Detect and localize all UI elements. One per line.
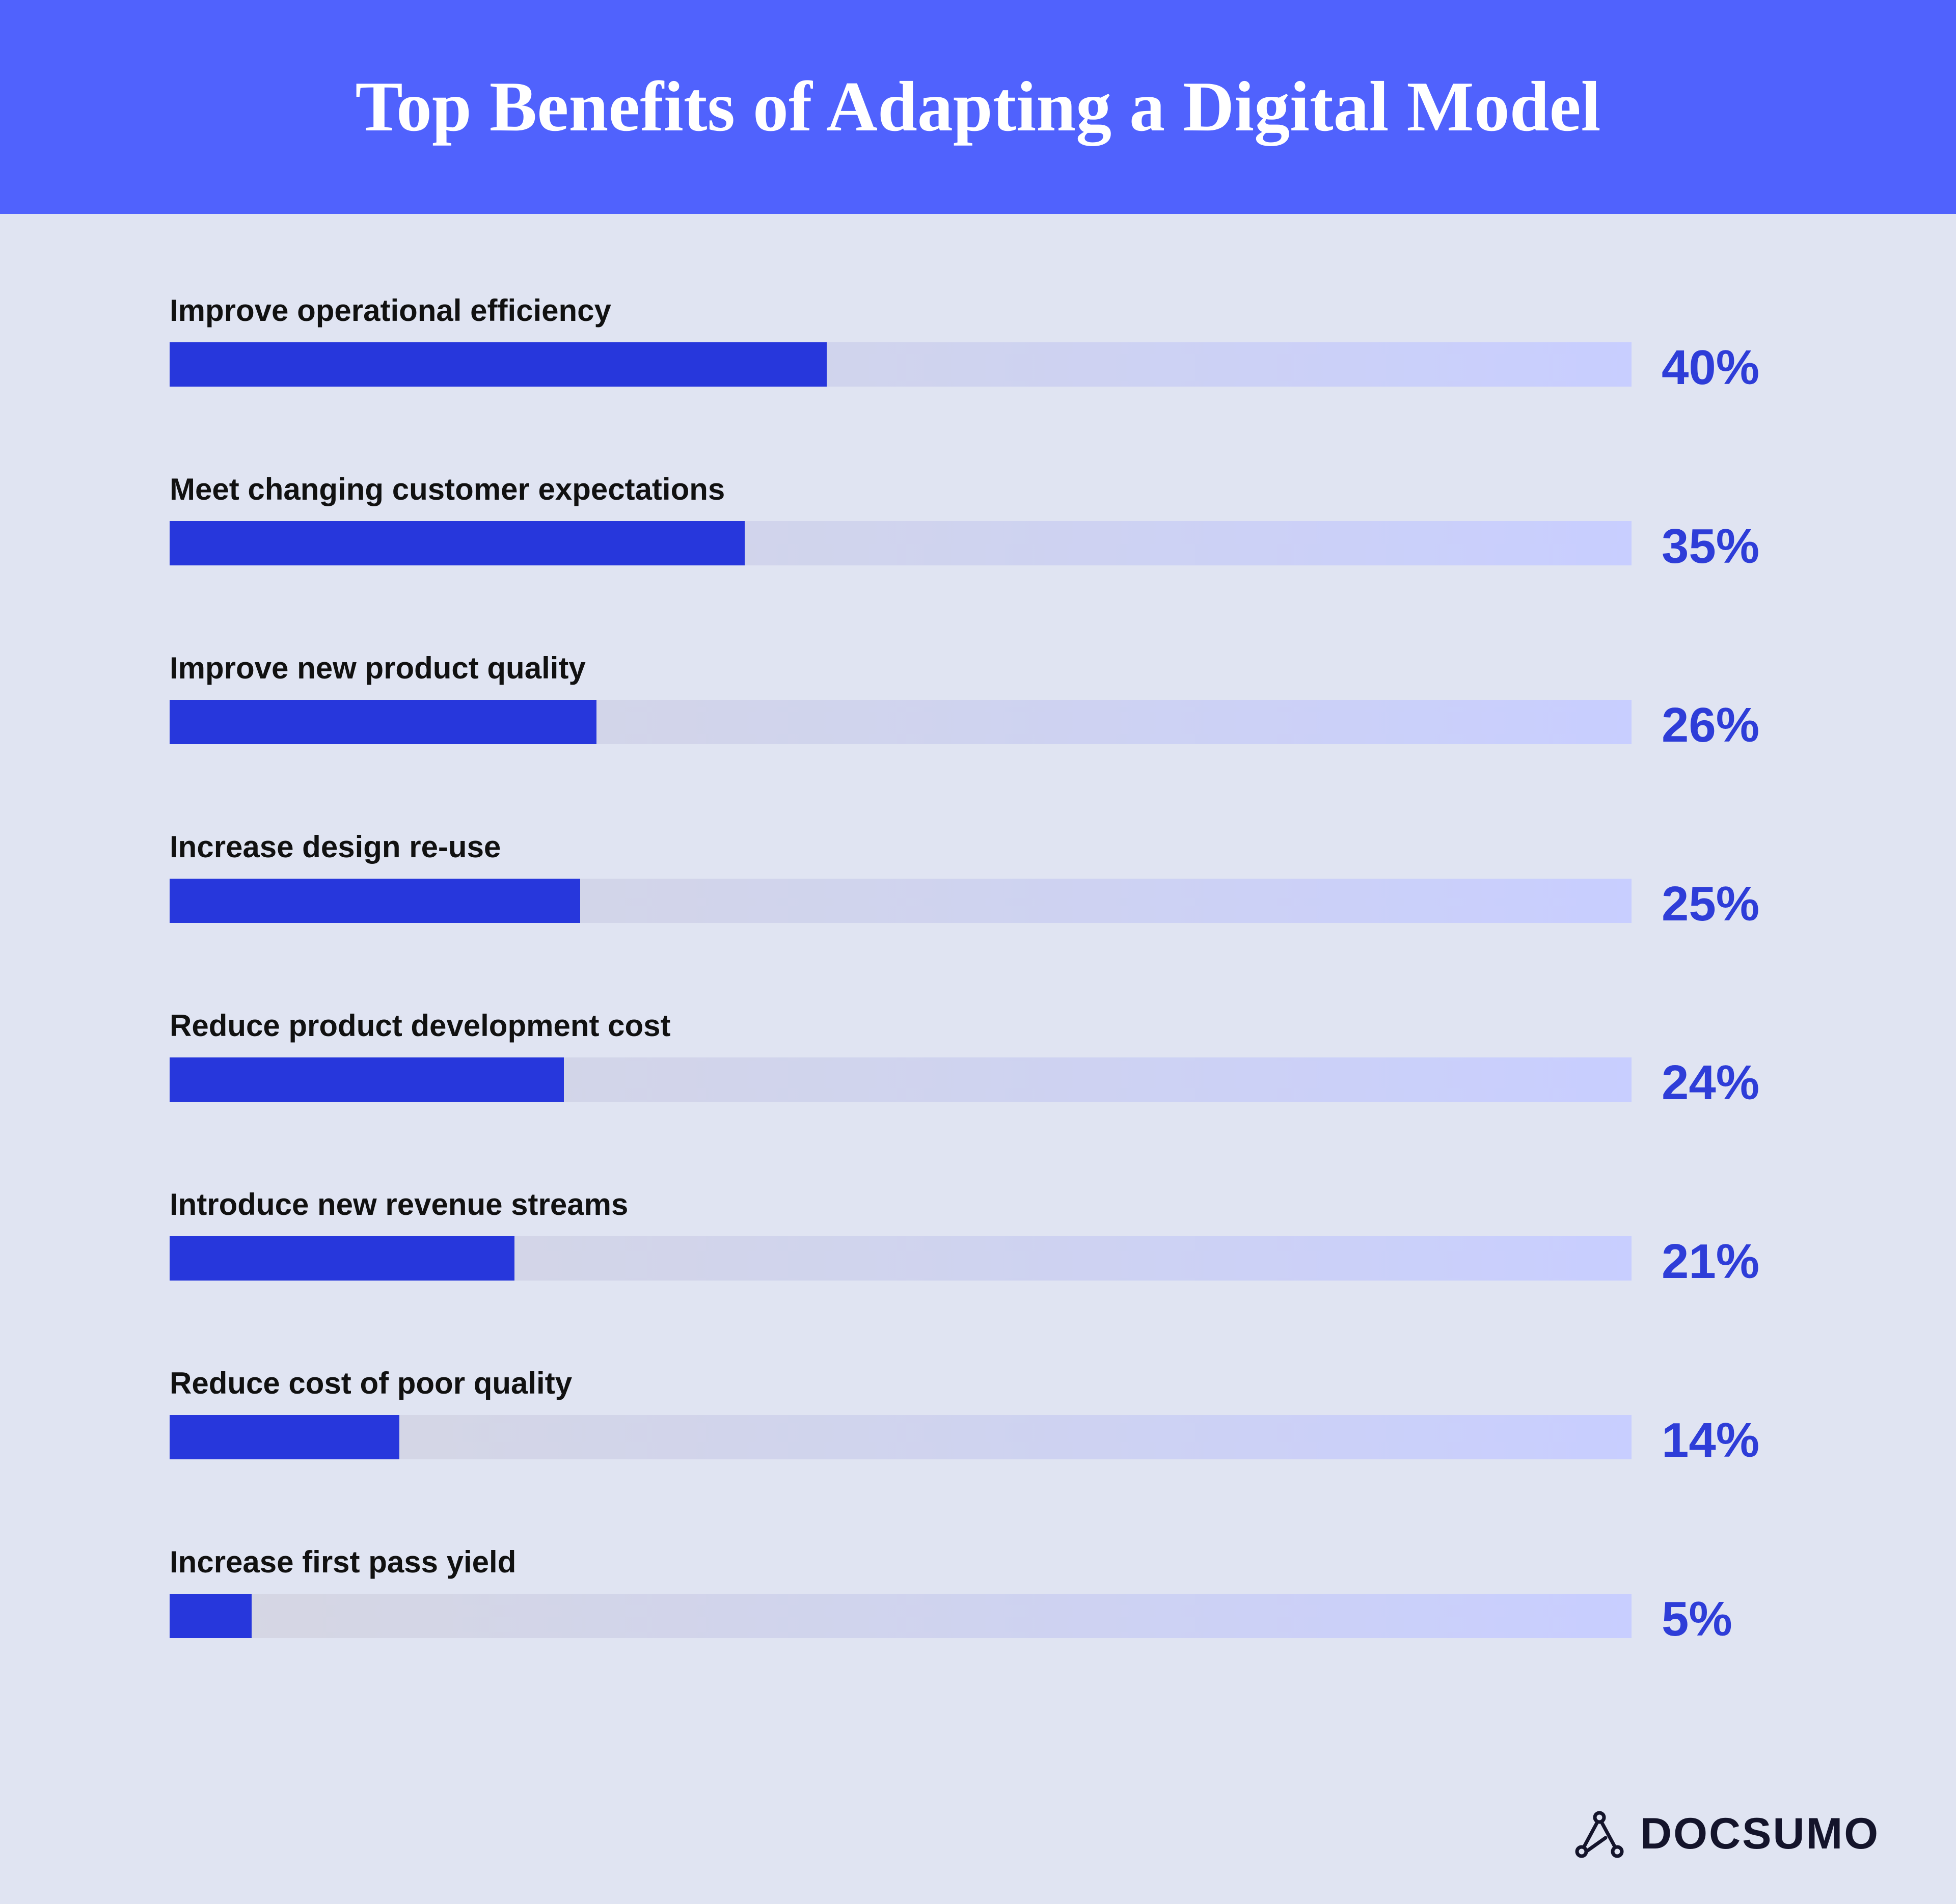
brand-name: DOCSUMO [1640, 1809, 1880, 1858]
bar-track [170, 879, 1632, 923]
bar [170, 521, 745, 565]
docsumo-logo-icon [1575, 1811, 1624, 1858]
bar-track [170, 521, 1632, 565]
bar-label: Improve operational efficiency [170, 293, 611, 328]
bar-track [170, 342, 1632, 387]
bar-label: Improve new product quality [170, 651, 586, 685]
bar-label: Meet changing customer expectations [170, 472, 725, 506]
bar-track [170, 1057, 1632, 1102]
bar-track [170, 1594, 1632, 1638]
bar-value-label: 26% [1662, 698, 1760, 752]
bar-label: Reduce cost of poor quality [170, 1366, 573, 1400]
brand-logo: DOCSUMO [1574, 1808, 1880, 1859]
bar-value-label: 40% [1662, 340, 1760, 395]
bar-value-label: 25% [1662, 877, 1760, 931]
bar-track [170, 1236, 1632, 1281]
bar [170, 1057, 564, 1102]
bar [170, 1594, 252, 1638]
bar [170, 879, 580, 923]
bar-value-label: 14% [1662, 1413, 1760, 1467]
bar-value-label: 35% [1662, 519, 1760, 574]
bar-track [170, 1415, 1632, 1459]
bar-track [170, 700, 1632, 744]
bar-label: Increase design re-use [170, 830, 501, 864]
bar [170, 1236, 514, 1281]
page-title: Top Benefits of Adapting a Digital Model [355, 67, 1601, 146]
bar-value-label: 5% [1662, 1592, 1732, 1646]
header-banner: Top Benefits of Adapting a Digital Model [0, 0, 1956, 214]
bar-label: Reduce product development cost [170, 1009, 671, 1043]
bar-label: Introduce new revenue streams [170, 1187, 629, 1221]
bar [170, 1415, 399, 1459]
bar-label: Increase first pass yield [170, 1545, 517, 1579]
bar-value-label: 24% [1662, 1055, 1760, 1110]
bar [170, 700, 596, 744]
bar-value-label: 21% [1662, 1234, 1760, 1289]
bar [170, 342, 827, 387]
